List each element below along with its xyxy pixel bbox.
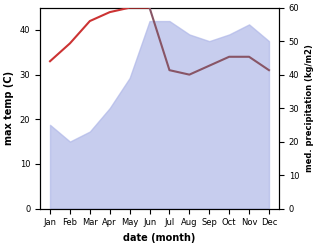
Y-axis label: max temp (C): max temp (C) [4,71,14,145]
Y-axis label: med. precipitation (kg/m2): med. precipitation (kg/m2) [305,44,314,172]
X-axis label: date (month): date (month) [123,233,196,243]
